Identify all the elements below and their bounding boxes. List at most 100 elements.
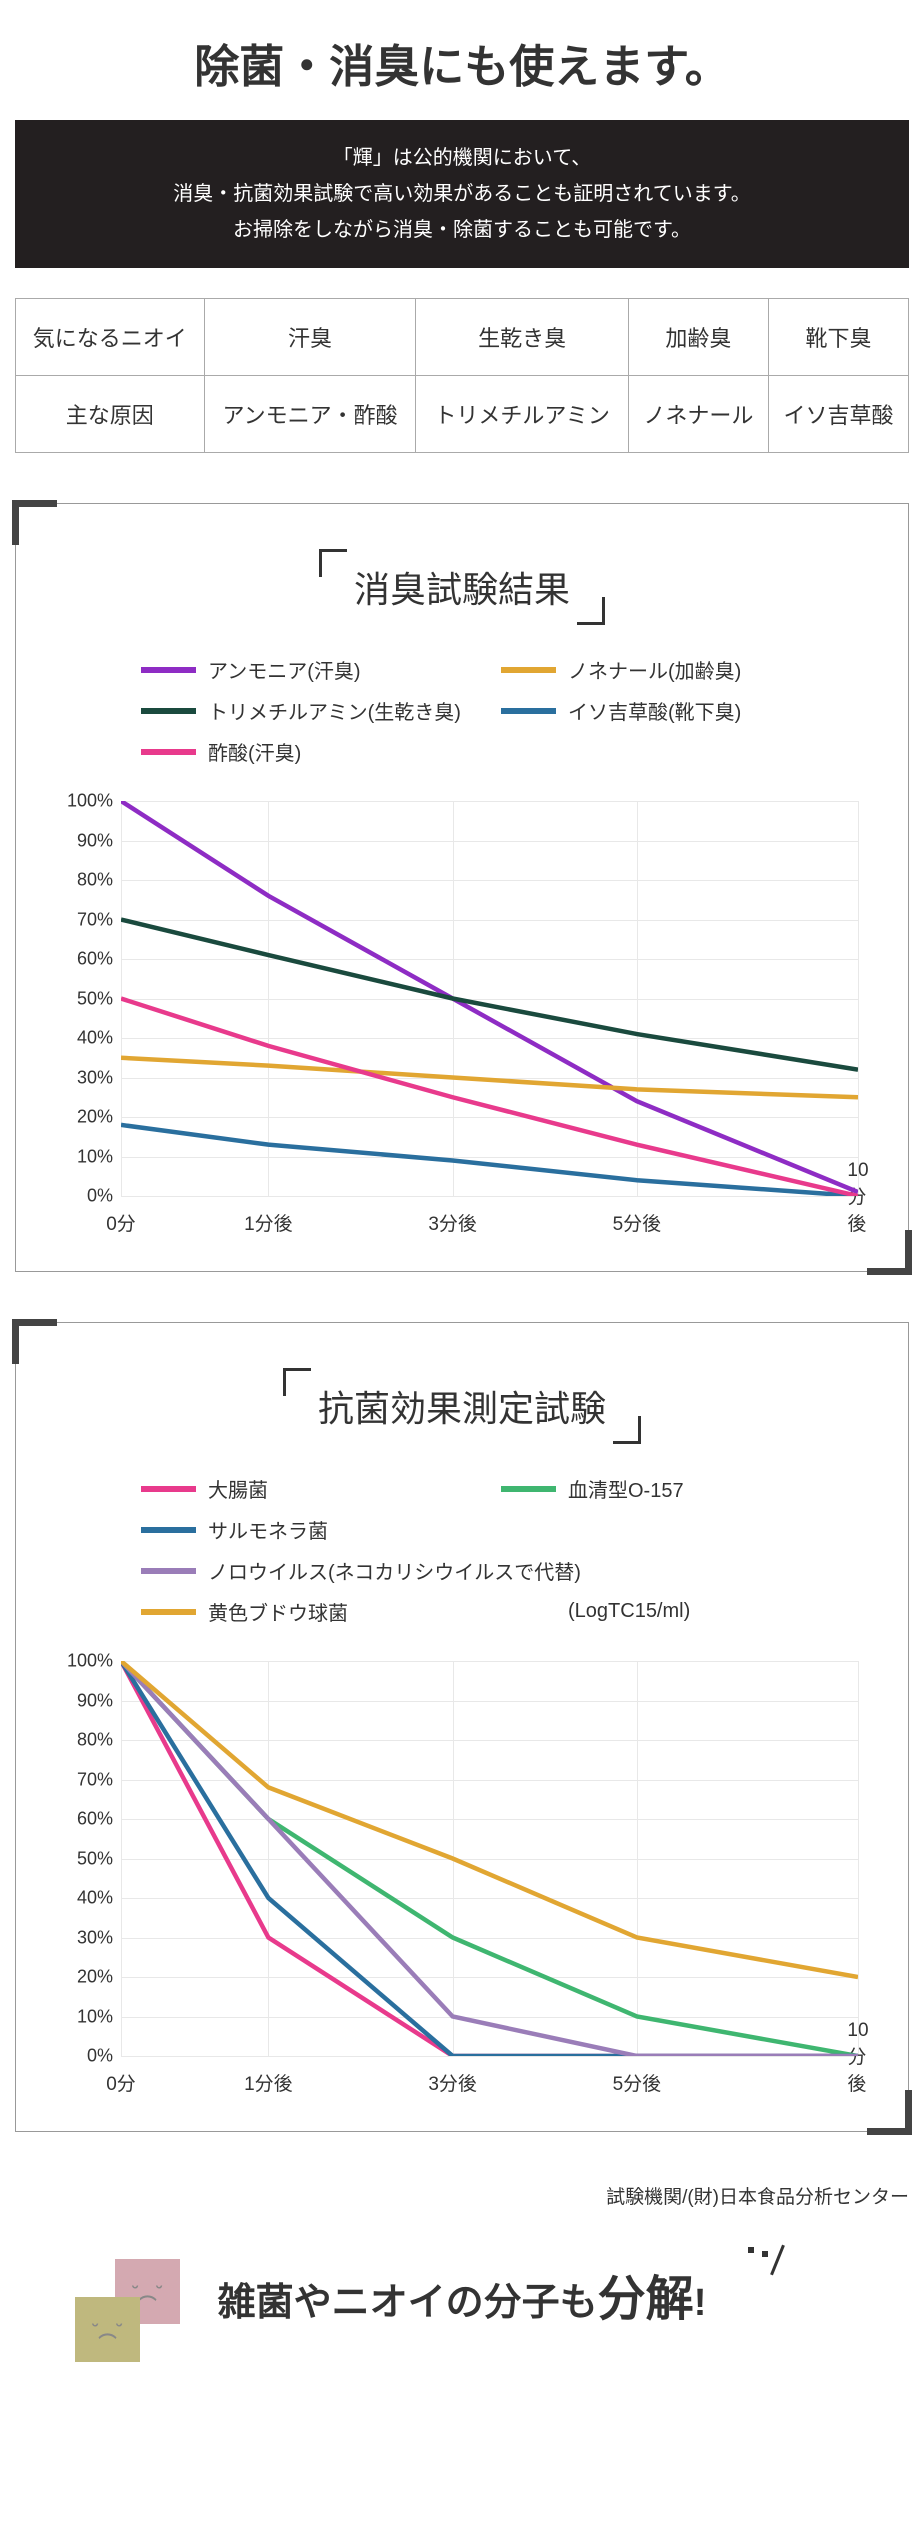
antibacterial-chart-panel: 抗菌効果測定試験 大腸菌 血清型O-157 サルモネラ菌ノロウイルス(ネコカリシウイ… <box>15 1322 909 2132</box>
legend-item: 黄色ブドウ球菌 <box>141 1597 461 1626</box>
x-axis-label: 0分 <box>106 2069 136 2096</box>
table-cell: 生乾き臭 <box>416 299 628 376</box>
legend-item: 酢酸(汗臭) <box>141 737 461 766</box>
legend-swatch <box>141 1486 196 1492</box>
chart-area: 0%10%20%30%40%50%60%70%80%90%100%0分1分後3分… <box>121 1661 858 2096</box>
y-axis-label: 100% <box>58 1651 113 1672</box>
x-axis-label: 5分後 <box>613 2069 662 2096</box>
y-axis-label: 80% <box>58 870 113 891</box>
odor-table: 気になるニオイ 汗臭 生乾き臭 加齢臭 靴下臭 主な原因 アンモニア・酢酸 トリ… <box>15 298 909 453</box>
table-cell: 加齢臭 <box>628 299 768 376</box>
legend-item: アンモニア(汗臭) <box>141 655 461 684</box>
chart-series-line <box>121 920 858 1070</box>
x-axis-label: 3分後 <box>428 2069 477 2096</box>
legend-swatch <box>141 1527 196 1533</box>
grid-line <box>858 1661 859 2056</box>
y-axis-label: 0% <box>58 1186 113 1207</box>
y-axis-label: 60% <box>58 1809 113 1830</box>
footnote: 試験機関/(財)日本食品分析センター <box>15 2182 909 2209</box>
corner-decoration <box>12 1319 57 1364</box>
legend-item: 大腸菌 <box>141 1474 461 1503</box>
chart-series-line <box>121 1125 858 1196</box>
legend-label: 黄色ブドウ球菌 <box>208 1597 348 1626</box>
table-cell: ノネナール <box>628 376 768 453</box>
main-title: 除菌・消臭にも使えます。 <box>0 0 924 120</box>
table-row-header: 主な原因 <box>16 376 205 453</box>
chart-legend: アンモニア(汗臭) ノネナール(加齢臭) トリメチルアミン(生乾き臭) イソ吉草酸(靴… <box>141 655 868 766</box>
legend-swatch <box>501 708 556 714</box>
chart-title: 抗菌効果測定試験 <box>283 1368 641 1444</box>
y-axis-label: 30% <box>58 1927 113 1948</box>
legend-item: サルモネラ菌 <box>141 1515 461 1544</box>
intro-line: お掃除をしながら消臭・除菌することも可能です。 <box>35 212 889 248</box>
y-axis-label: 20% <box>58 1107 113 1128</box>
legend-item: ノロウイルス(ネコカリシウイルスで代替) <box>141 1556 581 1585</box>
legend-swatch <box>141 667 196 673</box>
legend-note: (LogTC15/ml) <box>501 1597 821 1626</box>
y-axis-label: 40% <box>58 1028 113 1049</box>
y-axis-label: 20% <box>58 1967 113 1988</box>
legend-swatch <box>141 708 196 714</box>
legend-swatch <box>141 749 196 755</box>
table-cell: トリメチルアミン <box>416 376 628 453</box>
table-cell: 汗臭 <box>204 299 416 376</box>
legend-item: 血清型O-157 <box>501 1474 821 1503</box>
legend-swatch <box>141 1609 196 1615</box>
chart-series-line <box>121 1661 858 2056</box>
y-axis-label: 10% <box>58 1146 113 1167</box>
chart-series-line <box>121 1661 858 2056</box>
legend-label: ノロウイルス(ネコカリシウイルスで代替) <box>208 1556 581 1585</box>
legend-label: ノネナール(加齢臭) <box>568 655 741 684</box>
blurb-emphasis: 分解 <box>598 2273 694 2326</box>
legend-label: 酢酸(汗臭) <box>208 737 301 766</box>
y-axis-label: 80% <box>58 1730 113 1751</box>
legend-item: ノネナール(加齢臭) <box>501 655 821 684</box>
intro-line: 消臭・抗菌効果試験で高い効果があることも証明されています。 <box>35 176 889 212</box>
blurb-text: 雑菌やニオイの分子も <box>218 2282 598 2324</box>
germ-icon: ˘︵˘ <box>75 2297 140 2362</box>
x-axis-label: 1分後 <box>244 1209 293 1236</box>
legend-label: 大腸菌 <box>208 1474 268 1503</box>
chart-series-line <box>121 1661 858 2056</box>
legend-item: トリメチルアミン(生乾き臭) <box>141 696 461 725</box>
legend-label: サルモネラ菌 <box>208 1515 328 1544</box>
x-axis-label: 1分後 <box>244 2069 293 2096</box>
grid-line <box>121 2056 858 2057</box>
chart-lines <box>121 801 858 1196</box>
legend-label: トリメチルアミン(生乾き臭) <box>208 696 461 725</box>
table-cell: イソ吉草酸 <box>768 376 908 453</box>
table-cell: 靴下臭 <box>768 299 908 376</box>
y-axis-label: 30% <box>58 1067 113 1088</box>
y-axis-label: 100% <box>58 791 113 812</box>
x-axis-label: 0分 <box>106 1209 136 1236</box>
legend-swatch <box>501 1486 556 1492</box>
y-axis-label: 90% <box>58 1690 113 1711</box>
chart-legend: 大腸菌 血清型O-157 サルモネラ菌ノロウイルス(ネコカリシウイルスで代替) 黄色ブ… <box>141 1474 868 1626</box>
y-axis-label: 10% <box>58 2006 113 2027</box>
grid-line <box>121 1196 858 1197</box>
legend-item: イソ吉草酸(靴下臭) <box>501 696 821 725</box>
y-axis-label: 70% <box>58 1769 113 1790</box>
y-axis-label: 40% <box>58 1888 113 1909</box>
intro-line: 「輝」は公的機関において、 <box>35 140 889 176</box>
intro-box: 「輝」は公的機関において、 消臭・抗菌効果試験で高い効果があることも証明されてい… <box>15 120 909 268</box>
grid-line <box>858 801 859 1196</box>
x-axis-label: 5分後 <box>613 1209 662 1236</box>
chart-title: 消臭試験結果 <box>319 549 605 625</box>
corner-decoration <box>12 500 57 545</box>
y-axis-label: 60% <box>58 949 113 970</box>
legend-swatch <box>501 667 556 673</box>
y-axis-label: 90% <box>58 830 113 851</box>
blurb-text: ! <box>694 2282 707 2324</box>
chart-series-line <box>121 1661 858 2056</box>
legend-label: アンモニア(汗臭) <box>208 655 361 684</box>
chart-series-line <box>121 801 858 1192</box>
legend-label: イソ吉草酸(靴下臭) <box>568 696 741 725</box>
corner-decoration <box>867 1230 912 1275</box>
chart-area: 0%10%20%30%40%50%60%70%80%90%100%0分1分後3分… <box>121 801 858 1236</box>
deodorization-chart-panel: 消臭試験結果 アンモニア(汗臭) ノネナール(加齢臭) トリメチルアミン(生乾き臭)… <box>15 503 909 1272</box>
x-axis-label: 3分後 <box>428 1209 477 1236</box>
legend-label: 血清型O-157 <box>568 1474 684 1503</box>
table-cell: アンモニア・酢酸 <box>204 376 416 453</box>
chart-series-line <box>121 1058 858 1098</box>
